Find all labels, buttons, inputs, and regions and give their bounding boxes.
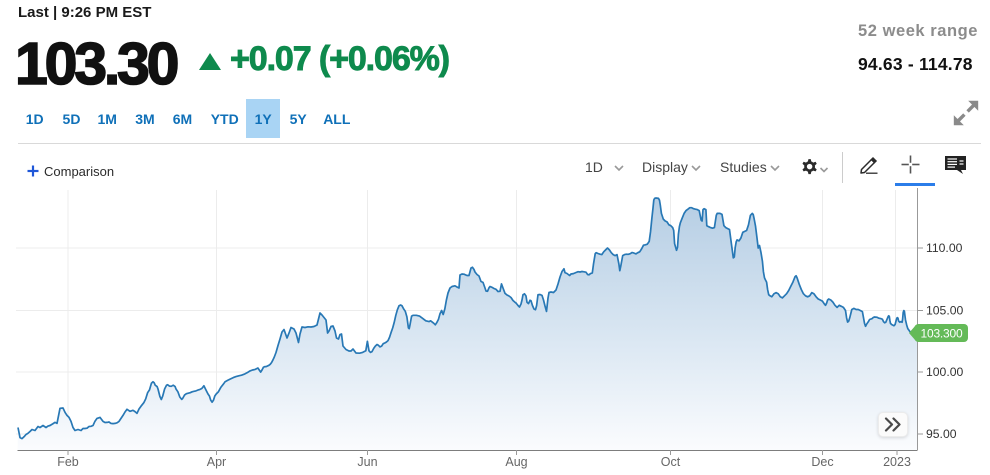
svg-text:100.00: 100.00 — [926, 365, 963, 379]
svg-text:105.00: 105.00 — [926, 304, 963, 318]
svg-text:Apr: Apr — [207, 455, 226, 469]
svg-text:Aug: Aug — [505, 455, 527, 469]
svg-text:95.00: 95.00 — [926, 427, 957, 441]
svg-text:103.300: 103.300 — [921, 327, 964, 341]
svg-text:Feb: Feb — [57, 455, 79, 469]
svg-text:Jun: Jun — [357, 455, 377, 469]
svg-text:Oct: Oct — [661, 455, 681, 469]
svg-text:2023: 2023 — [883, 455, 911, 469]
svg-text:Dec: Dec — [811, 455, 833, 469]
svg-text:110.00: 110.00 — [926, 241, 963, 255]
